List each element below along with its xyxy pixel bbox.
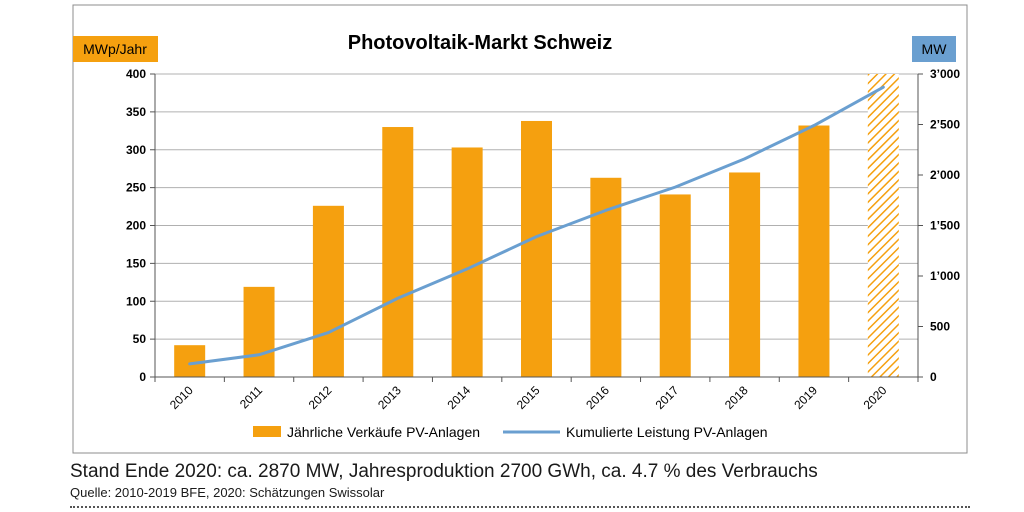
left-tick-label-0: 0 [139,370,146,384]
footnote-summary: Stand Ende 2020: ca. 2870 MW, Jahresprod… [70,461,818,482]
left-tick-label-50: 50 [133,332,147,346]
legend-label-bar: Jährliche Verkäufe PV-Anlagen [287,424,480,440]
bar-2015 [521,120,552,377]
right-axis-label: MW [922,41,948,57]
footnote-source: Quelle: 2010-2019 BFE, 2020: Schätzungen… [70,485,385,500]
bar-series [174,74,899,378]
legend-label-line: Kumulierte Leistung PV-Anlagen [566,424,768,440]
left-tick-label-400: 400 [126,67,146,81]
right-tick-label-0: 0 [930,370,937,384]
bar-2014 [451,147,483,377]
left-tick-label-300: 300 [126,143,146,157]
right-tick-label-1000: 1’000 [930,269,960,283]
left-tick-label-350: 350 [126,105,146,119]
legend: Jährliche Verkäufe PV-Anlagen Kumulierte … [253,424,768,440]
left-tick-label-250: 250 [126,181,146,195]
left-tick-label-100: 100 [126,294,146,308]
left-tick-label-200: 200 [126,219,146,233]
chart-border [72,4,968,454]
right-tick-label-3000: 3’000 [930,67,960,81]
chart-title: Photovoltaik-Markt Schweiz [348,32,613,54]
line-series [188,85,885,366]
left-tick-label-150: 150 [126,256,146,270]
bar-2013 [382,127,414,378]
bar-2011 [243,286,275,377]
bar-2018 [729,172,761,377]
bar-2012 [312,205,344,377]
right-tick-label-1500: 1’500 [930,219,960,233]
cumulative-line [188,85,885,366]
legend-swatch-bar [253,426,281,437]
left-axis-label-box: MWp/Jahr [73,36,158,62]
dotted-divider [70,506,970,508]
bar-2017 [659,194,691,377]
right-tick-label-2000: 2’000 [930,168,960,182]
right-axis-label-box: MW [912,36,956,62]
bar-2020 [867,74,899,377]
right-tick-label-500: 500 [930,320,950,334]
bar-2019 [798,125,830,377]
left-axis-label: MWp/Jahr [83,41,147,57]
right-tick-label-2500: 2’500 [930,118,960,132]
